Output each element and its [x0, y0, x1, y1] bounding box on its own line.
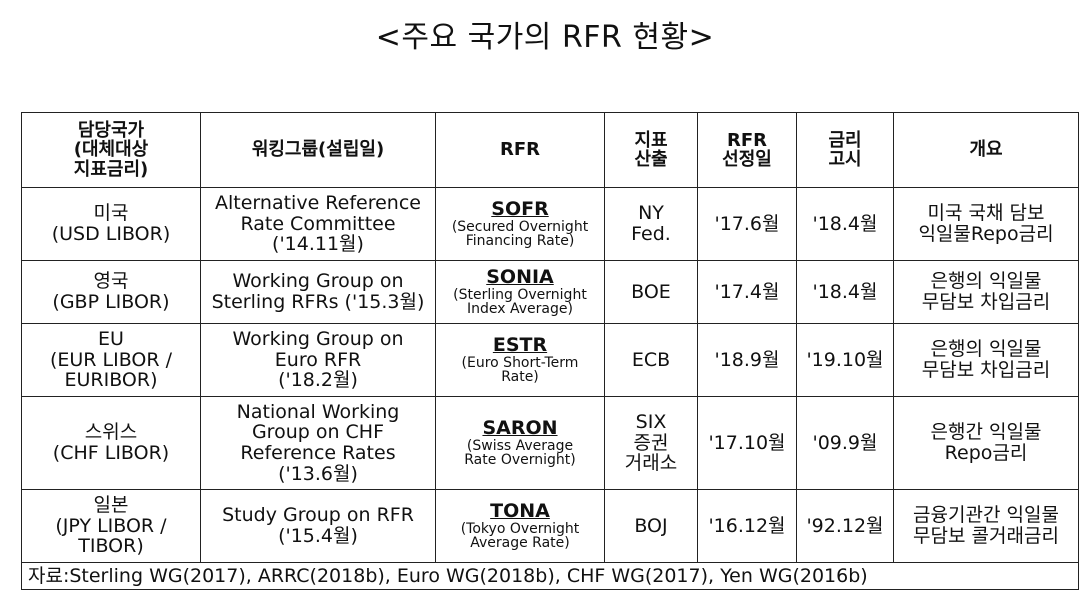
notice-cell: '18.4월 — [796, 260, 894, 324]
overview-cell: 은행간 익일물 Repo금리 — [893, 396, 1079, 490]
header-country: 담당국가 (대체대상 지표금리) — [21, 112, 201, 188]
table-row: 스위스 (CHF LIBOR) National Working Group o… — [21, 396, 1079, 490]
header-notice: 금리 고시 — [796, 112, 894, 188]
overview-cell: 미국 국채 담보 익일물Repo금리 — [893, 187, 1079, 261]
header-group: 워킹그룹(설립일) — [200, 112, 436, 188]
group-cell: National Working Group on CHF Reference … — [200, 396, 436, 490]
header-selected: RFR 선정일 — [697, 112, 797, 188]
overview-cell: 은행의 익일물 무담보 차입금리 — [893, 323, 1079, 397]
header-rfr: RFR — [435, 112, 605, 188]
overview-cell: 은행의 익일물 무담보 차입금리 — [893, 260, 1079, 324]
notice-cell: '92.12월 — [796, 489, 894, 563]
country-cell: 일본 (JPY LIBOR / TIBOR) — [21, 489, 201, 563]
selected-cell: '16.12월 — [697, 489, 797, 563]
group-cell: Working Group on Sterling RFRs ('15.3월) — [200, 260, 436, 324]
country-cell: 스위스 (CHF LIBOR) — [21, 396, 201, 490]
header-row: 담당국가 (대체대상 지표금리) 워킹그룹(설립일) RFR 지표 산출 RFR… — [21, 112, 1079, 188]
notice-cell: '18.4월 — [796, 187, 894, 261]
group-cell: Working Group on Euro RFR ('18.2월) — [200, 323, 436, 397]
calc-cell: NY Fed. — [604, 187, 698, 261]
page-title: <주요 국가의 RFR 현황> — [375, 20, 715, 55]
rfr-cell: SONIA (Sterling Overnight Index Average) — [435, 260, 605, 324]
group-cell: Alternative Reference Rate Committee ('1… — [200, 187, 436, 261]
table-row: 영국 (GBP LIBOR) Working Group on Sterling… — [21, 260, 1079, 324]
rfr-name: SARON — [482, 417, 558, 440]
notice-cell: '19.10월 — [796, 323, 894, 397]
rfr-cell: SOFR (Secured Overnight Financing Rate) — [435, 187, 605, 261]
calc-cell: BOE — [604, 260, 698, 324]
rfr-name: TONA — [490, 500, 550, 523]
header-calc: 지표 산출 — [604, 112, 698, 188]
selected-cell: '17.10월 — [697, 396, 797, 490]
rfr-table: 담당국가 (대체대상 지표금리) 워킹그룹(설립일) RFR 지표 산출 RFR… — [21, 112, 1079, 590]
selected-cell: '17.6월 — [697, 187, 797, 261]
table-row: 일본 (JPY LIBOR / TIBOR) Study Group on RF… — [21, 489, 1079, 563]
rfr-cell: TONA (Tokyo Overnight Average Rate) — [435, 489, 605, 563]
country-cell: EU (EUR LIBOR / EURIBOR) — [21, 323, 201, 397]
calc-cell: BOJ — [604, 489, 698, 563]
calc-cell: ECB — [604, 323, 698, 397]
calc-cell: SIX 증권 거래소 — [604, 396, 698, 490]
group-cell: Study Group on RFR ('15.4월) — [200, 489, 436, 563]
header-overview: 개요 — [893, 112, 1079, 188]
notice-cell: '09.9월 — [796, 396, 894, 490]
rfr-cell: ESTR (Euro Short-Term Rate) — [435, 323, 605, 397]
country-cell: 영국 (GBP LIBOR) — [21, 260, 201, 324]
rfr-name: SONIA — [486, 266, 554, 289]
source-note: 자료:Sterling WG(2017), ARRC(2018b), Euro … — [21, 562, 1079, 590]
rfr-cell: SARON (Swiss Average Rate Overnight) — [435, 396, 605, 490]
country-cell: 미국 (USD LIBOR) — [21, 187, 201, 261]
source-row: 자료:Sterling WG(2017), ARRC(2018b), Euro … — [21, 562, 1079, 590]
overview-cell: 금융기관간 익일물 무담보 콜거래금리 — [893, 489, 1079, 563]
selected-cell: '18.9월 — [697, 323, 797, 397]
selected-cell: '17.4월 — [697, 260, 797, 324]
rfr-name: ESTR — [492, 334, 548, 357]
rfr-name: SOFR — [491, 198, 549, 221]
table-row: 미국 (USD LIBOR) Alternative Reference Rat… — [21, 187, 1079, 261]
table-row: EU (EUR LIBOR / EURIBOR) Working Group o… — [21, 323, 1079, 397]
